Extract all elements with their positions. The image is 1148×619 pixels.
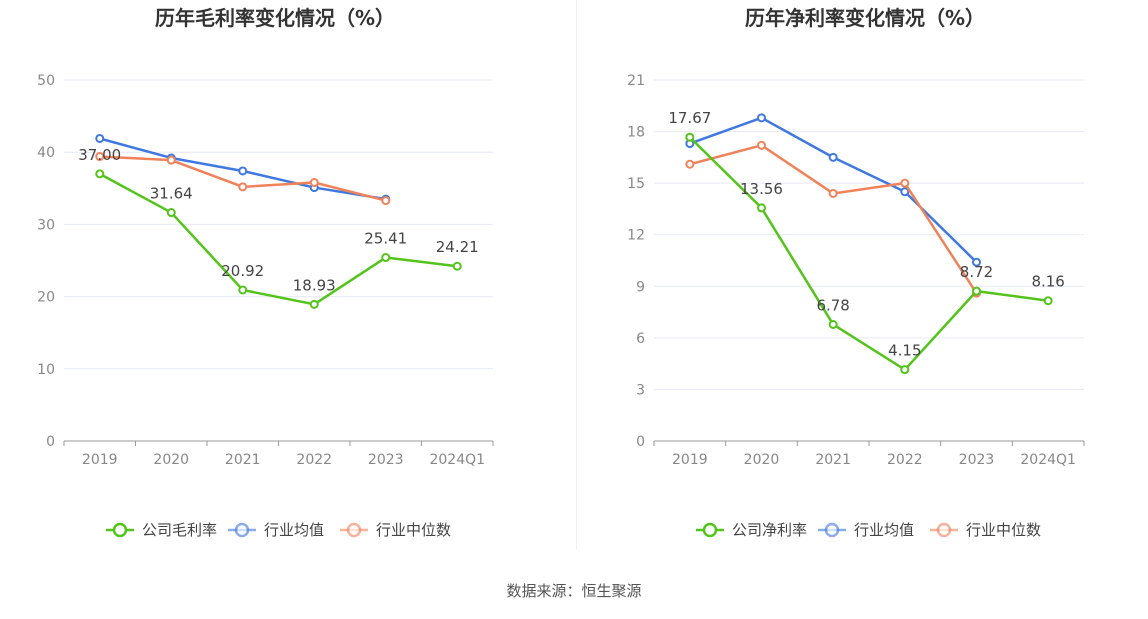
data-label: 6.78 <box>816 296 849 314</box>
data-point <box>828 188 838 198</box>
data-label: 8.72 <box>960 263 993 281</box>
legend-label: 行业均值 <box>854 521 914 539</box>
data-point <box>685 159 695 169</box>
data-label: 20.92 <box>221 262 264 280</box>
data-point <box>1043 296 1053 306</box>
data-label: 4.15 <box>888 342 921 360</box>
data-point <box>238 182 248 192</box>
y-tick-label: 21 <box>627 73 645 89</box>
x-tick-label: 2020 <box>153 452 189 468</box>
data-point <box>972 257 981 267</box>
legend-swatch-marker <box>346 522 362 538</box>
data-point <box>381 196 391 206</box>
y-tick-label: 3 <box>636 382 645 398</box>
data-point <box>166 155 176 165</box>
legend-label: 行业中位数 <box>966 521 1041 539</box>
data-label: 25.41 <box>364 230 407 248</box>
y-tick-label: 30 <box>37 217 55 233</box>
data-label: 8.16 <box>1031 273 1064 291</box>
series-line <box>99 155 387 202</box>
legend-swatch-marker <box>234 522 250 538</box>
y-tick-label: 40 <box>37 145 55 161</box>
data-point <box>95 152 105 162</box>
chart-title: 历年毛利率变化情况（%） <box>155 6 395 30</box>
data-point <box>452 261 462 271</box>
y-tick-label: 18 <box>627 125 645 141</box>
data-point <box>166 208 176 218</box>
series-line <box>688 136 1049 371</box>
data-point <box>900 178 910 188</box>
x-tick-label: 2023 <box>959 452 995 468</box>
y-tick-label: 12 <box>627 228 645 244</box>
data-point <box>828 319 838 329</box>
data-label: 24.21 <box>436 238 479 256</box>
x-tick-label: 2024Q1 <box>429 452 485 468</box>
data-point <box>757 140 766 150</box>
data-label: 13.56 <box>740 180 783 198</box>
legend-label: 行业均值 <box>264 521 324 539</box>
x-tick-label: 2022 <box>887 452 923 468</box>
x-tick-label: 2021 <box>225 452 261 468</box>
y-tick-label: 50 <box>37 73 55 89</box>
legend-swatch-marker <box>702 522 718 538</box>
x-tick-label: 2020 <box>744 452 780 468</box>
data-source-note: 数据来源：恒生聚源 <box>506 582 642 600</box>
data-point <box>95 133 105 143</box>
legend-label: 公司毛利率 <box>142 521 217 539</box>
data-point <box>900 365 910 375</box>
data-point <box>828 152 838 162</box>
legend-swatch-marker <box>824 522 840 538</box>
data-point <box>685 132 695 142</box>
y-tick-label: 15 <box>627 176 645 192</box>
data-point <box>757 203 766 213</box>
data-point <box>238 285 248 295</box>
x-tick-label: 2024Q1 <box>1020 452 1076 468</box>
data-point <box>900 187 910 197</box>
x-tick-label: 2021 <box>815 452 851 468</box>
x-tick-label: 2019 <box>672 452 708 468</box>
y-tick-label: 6 <box>636 331 645 347</box>
chart-divider <box>576 0 577 550</box>
data-label: 37.00 <box>78 146 121 164</box>
legend-label: 公司净利率 <box>732 521 807 539</box>
x-tick-label: 2023 <box>368 452 404 468</box>
chart-title: 历年净利率变化情况（%） <box>745 6 985 30</box>
data-label: 17.67 <box>668 109 711 127</box>
data-point <box>757 113 766 123</box>
data-point <box>309 178 319 188</box>
legend-label: 行业中位数 <box>376 521 451 539</box>
data-point <box>381 253 391 263</box>
y-tick-label: 10 <box>37 362 55 378</box>
legend-swatch-marker <box>112 522 128 538</box>
legend-swatch-marker <box>936 522 952 538</box>
data-point <box>309 299 319 309</box>
y-tick-label: 0 <box>46 434 55 450</box>
data-point <box>972 286 981 296</box>
y-tick-label: 20 <box>37 290 55 306</box>
series-line <box>99 172 458 306</box>
y-tick-label: 0 <box>636 434 645 450</box>
data-point <box>238 166 248 176</box>
x-tick-label: 2019 <box>82 452 118 468</box>
data-point <box>95 169 105 179</box>
data-label: 31.64 <box>150 185 193 203</box>
x-tick-label: 2022 <box>296 452 332 468</box>
data-label: 18.93 <box>293 276 336 294</box>
y-tick-label: 9 <box>636 279 645 295</box>
